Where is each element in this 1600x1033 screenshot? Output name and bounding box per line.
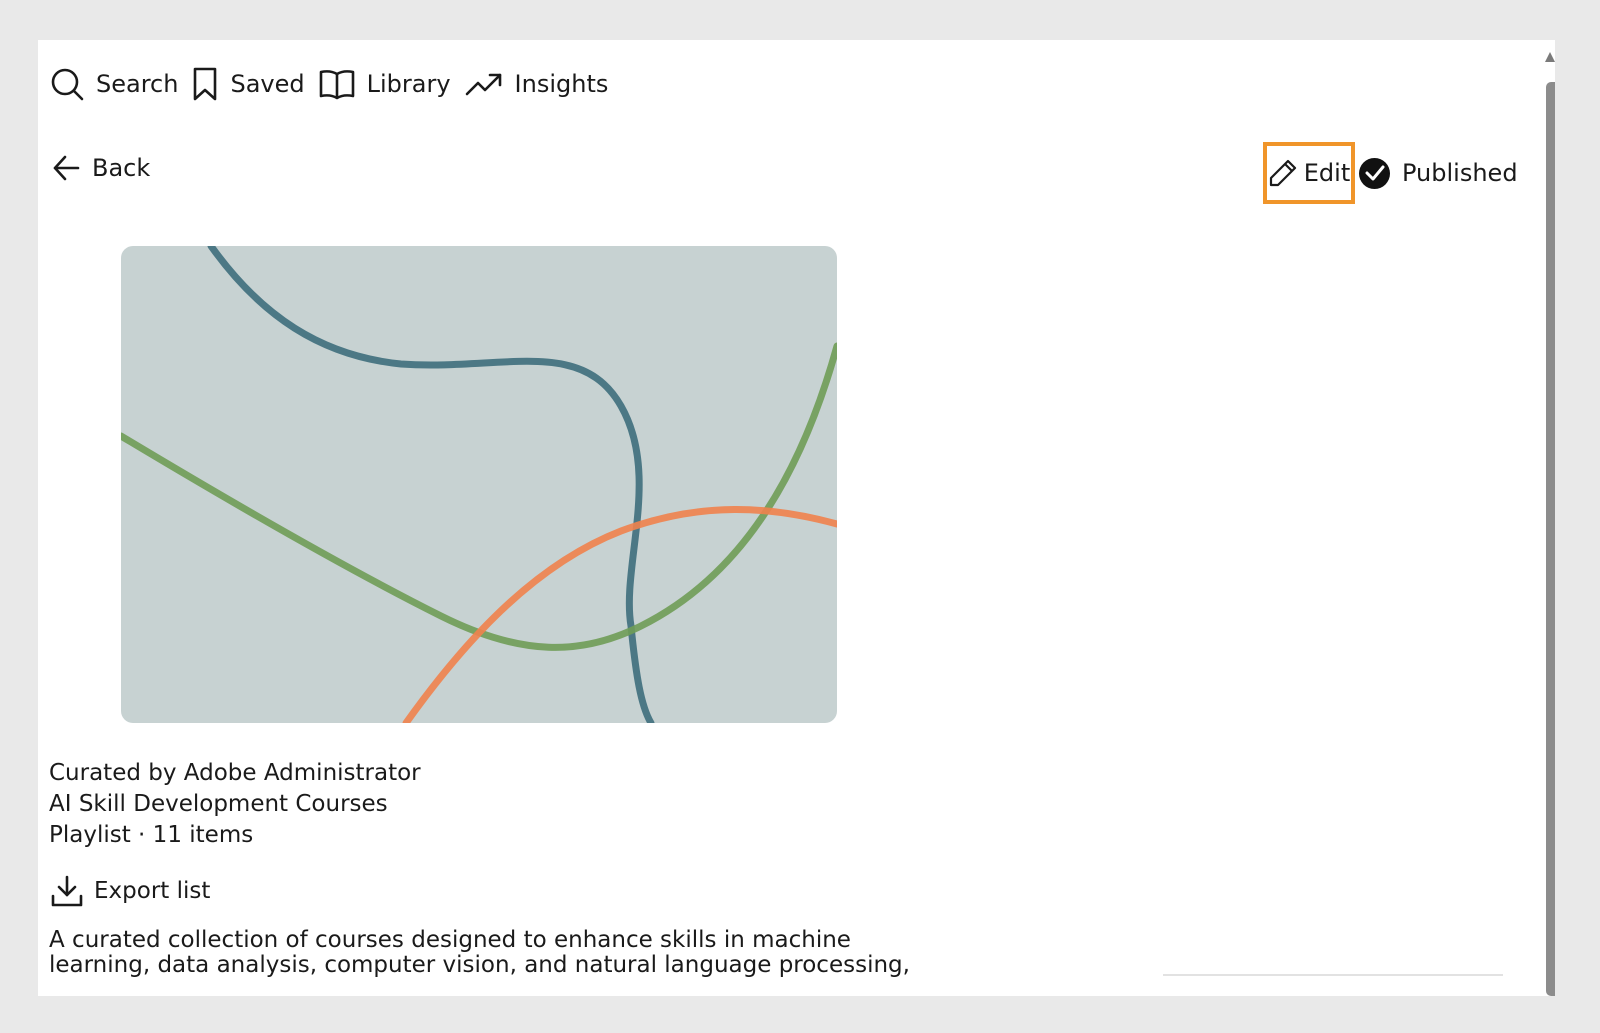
edit-label: Edit: [1303, 159, 1351, 187]
edit-button[interactable]: Edit: [1263, 142, 1355, 204]
arrow-left-icon: [53, 155, 80, 181]
scroll-up-arrow-icon[interactable]: [1545, 52, 1555, 62]
playlist-type-count: Playlist · 11 items: [49, 822, 254, 848]
scrollbar[interactable]: [1545, 40, 1555, 996]
nav-search-label: Search: [96, 70, 179, 98]
scrollbar-thumb[interactable]: [1546, 82, 1555, 996]
playlist-meta: Curated by Adobe Administrator AI Skill …: [49, 758, 421, 851]
cover-line-blue: [207, 246, 655, 723]
check-circle-icon: [1359, 157, 1390, 189]
book-icon: [319, 70, 354, 100]
playlist-description: A curated collection of courses designed…: [49, 928, 929, 978]
nav-search[interactable]: Search: [50, 67, 178, 101]
curator-text: Curated by Adobe Administrator: [49, 760, 421, 786]
cover-line-green: [121, 342, 837, 651]
description-line-2: learning, data analysis, computer vision…: [49, 952, 910, 978]
published-status: Published: [1359, 157, 1518, 189]
description-line-1: A curated collection of courses designed…: [49, 927, 851, 953]
search-icon: [51, 68, 84, 101]
status-label: Published: [1402, 159, 1518, 187]
nav-insights-label: Insights: [514, 70, 609, 98]
nav-library[interactable]: Library: [319, 68, 451, 100]
nav-saved[interactable]: Saved: [192, 67, 305, 101]
export-label: Export list: [94, 878, 211, 904]
top-navigation: Search Saved Library Insights: [50, 66, 622, 102]
cover-line-orange: [402, 506, 837, 723]
nav-insights[interactable]: Insights: [465, 70, 609, 98]
export-list-button[interactable]: Export list: [50, 874, 210, 908]
playlist-title: AI Skill Development Courses: [49, 791, 388, 817]
header-actions: Edit Published: [1263, 140, 1518, 206]
app-window: Search Saved Library Insights: [38, 40, 1555, 996]
bookmark-icon: [194, 67, 217, 101]
back-label: Back: [92, 154, 151, 182]
trending-up-icon: [465, 73, 501, 96]
back-button[interactable]: Back: [52, 154, 150, 182]
divider: [1163, 974, 1503, 976]
nav-saved-label: Saved: [230, 70, 305, 98]
nav-library-label: Library: [366, 70, 451, 98]
download-icon: [51, 875, 83, 907]
playlist-cover-image: [121, 246, 837, 723]
pencil-icon: [1269, 159, 1296, 187]
